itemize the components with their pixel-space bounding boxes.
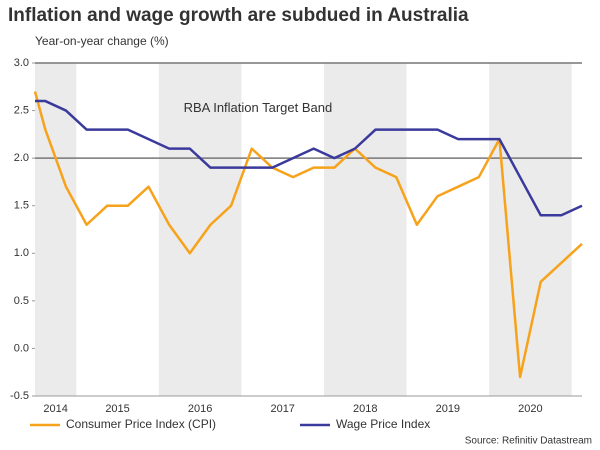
year-shade bbox=[323, 63, 407, 396]
x-tick-label: 2014 bbox=[43, 403, 67, 415]
year-shade bbox=[489, 63, 572, 396]
legend-label: Wage Price Index bbox=[336, 417, 430, 431]
y-tick-label: 3.0 bbox=[14, 57, 29, 69]
y-tick-label: 2.0 bbox=[14, 152, 29, 164]
series-line bbox=[33, 91, 583, 379]
y-axis-label: Year-on-year change (%) bbox=[35, 34, 169, 48]
series-line bbox=[35, 99, 583, 217]
x-tick-label: 2020 bbox=[518, 403, 542, 415]
y-tick-label: 2.5 bbox=[14, 104, 29, 116]
x-tick-label: 2016 bbox=[188, 403, 212, 415]
source: Source: Refinitiv Datastream bbox=[465, 436, 592, 447]
x-tick-label: 2017 bbox=[270, 403, 294, 415]
chart-title: Inflation and wage growth are subdued in… bbox=[8, 5, 469, 26]
y-tick-label: 0.0 bbox=[14, 342, 29, 354]
y-tick-label: 1.0 bbox=[14, 247, 29, 259]
x-tick-label: 2019 bbox=[436, 403, 460, 415]
y-tick-label: 1.5 bbox=[14, 200, 29, 212]
annotation: RBA Inflation Target Band bbox=[184, 100, 333, 115]
y-tick-label: -0.5 bbox=[10, 390, 29, 402]
legend-label: Consumer Price Index (CPI) bbox=[66, 417, 216, 431]
y-tick-label: 0.5 bbox=[14, 295, 29, 307]
x-tick-label: 2018 bbox=[353, 403, 377, 415]
x-tick-label: 2015 bbox=[105, 403, 129, 415]
